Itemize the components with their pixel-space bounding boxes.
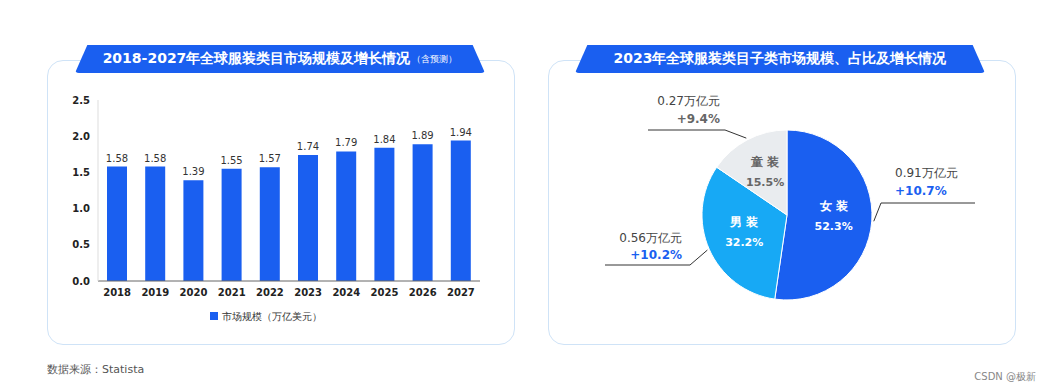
svg-text:0.5: 0.5	[72, 239, 90, 250]
html-text:2023年全球服装类目子类市场规模、占比及增长情况: 2023年全球服装类目子类市场规模、占比及增长情况	[613, 50, 947, 66]
svg-text:男 装: 男 装	[729, 215, 759, 229]
svg-text:1.79: 1.79	[335, 137, 357, 148]
svg-text:0.56万亿元: 0.56万亿元	[619, 231, 682, 245]
svg-text:1.39: 1.39	[182, 166, 204, 177]
svg-text:2027: 2027	[447, 287, 475, 298]
svg-text:+10.7%: +10.7%	[895, 184, 947, 198]
html-text:数据来源：Statista: 数据来源：Statista	[47, 363, 145, 376]
svg-text:2021: 2021	[218, 287, 246, 298]
html-text:2018-2027年全球服装类目市场规模及增长情况（含预测）: 2018-2027年全球服装类目市场规模及增长情况（含预测）	[102, 50, 458, 66]
svg-text:1.89: 1.89	[411, 130, 433, 141]
html-text:市场规模（万亿美元）: 市场规模（万亿美元）	[222, 311, 322, 322]
svg-text:15.5%: 15.5%	[746, 176, 784, 189]
svg-text:1.57: 1.57	[259, 153, 281, 164]
svg-text:2025: 2025	[371, 287, 399, 298]
svg-text:2022: 2022	[256, 287, 284, 298]
svg-text:0.0: 0.0	[72, 276, 90, 287]
svg-text:1.58: 1.58	[106, 153, 128, 164]
html-text:CSDN @极新: CSDN @极新	[974, 371, 1036, 382]
svg-text:2023: 2023	[294, 287, 322, 298]
svg-text:2024: 2024	[332, 287, 360, 298]
svg-text:2.5: 2.5	[72, 95, 90, 106]
svg-text:+9.4%: +9.4%	[677, 112, 720, 126]
svg-text:0.27万亿元: 0.27万亿元	[657, 94, 720, 108]
svg-text:1.94: 1.94	[450, 127, 472, 138]
svg-text:1.74: 1.74	[297, 141, 319, 152]
svg-text:女 装: 女 装	[819, 199, 849, 213]
svg-text:2020: 2020	[180, 287, 208, 298]
svg-text:2019: 2019	[141, 287, 169, 298]
svg-text:52.3%: 52.3%	[815, 220, 853, 233]
svg-text:2.0: 2.0	[72, 131, 90, 142]
svg-text:+10.2%: +10.2%	[630, 248, 682, 262]
svg-text:1.55: 1.55	[220, 155, 242, 166]
svg-text:2026: 2026	[409, 287, 437, 298]
svg-text:1.58: 1.58	[144, 153, 166, 164]
svg-text:1.5: 1.5	[72, 167, 90, 178]
svg-text:1.0: 1.0	[72, 203, 90, 214]
svg-text:1.84: 1.84	[373, 134, 395, 145]
svg-text:0.91万亿元: 0.91万亿元	[895, 166, 958, 180]
svg-text:童 装: 童 装	[750, 155, 780, 169]
svg-text:2018: 2018	[103, 287, 131, 298]
svg-text:32.2%: 32.2%	[725, 236, 763, 249]
